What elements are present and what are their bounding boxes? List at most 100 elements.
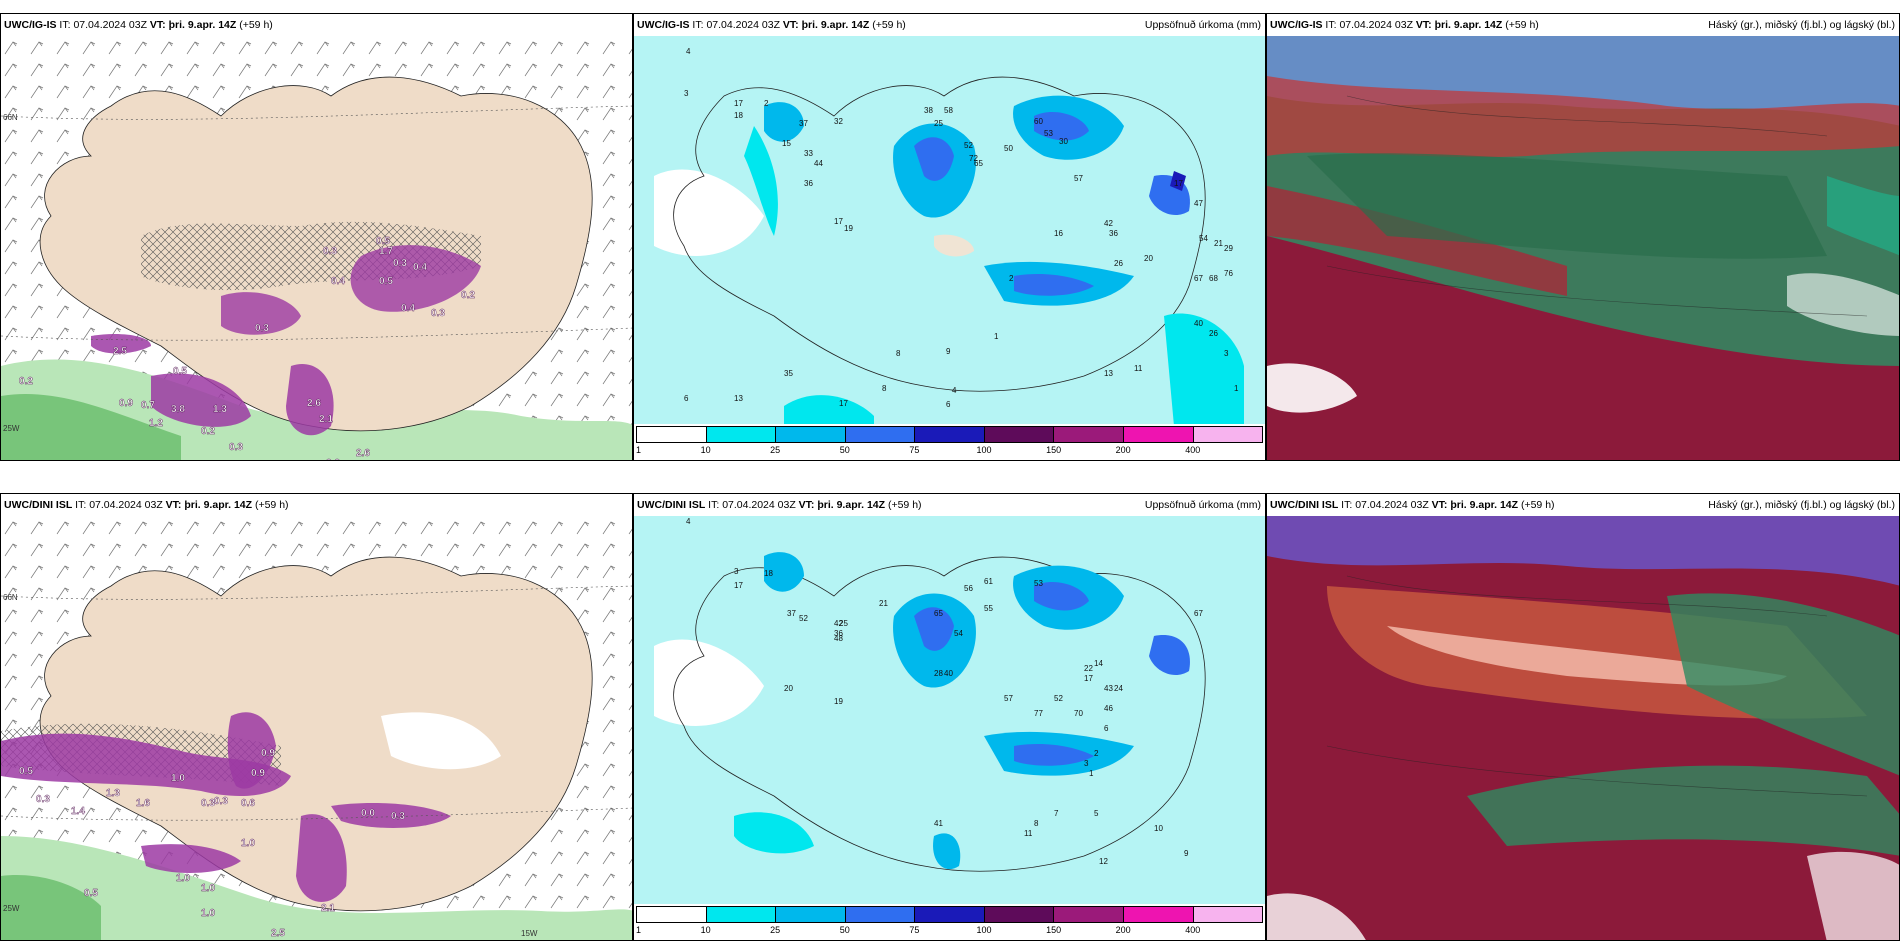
precip-value-label: 21 xyxy=(1214,239,1223,248)
precip-value-label: 1 xyxy=(1089,769,1094,778)
precip-value-label: 13 xyxy=(1104,369,1113,378)
lead-time: (+59 h) xyxy=(872,19,906,31)
precip-value-label: 17 xyxy=(734,581,743,590)
precip-map: 4 3 17 18 52 42 37 36 48 21 25 20 19 56 65 54 61 40 53 55 67… xyxy=(634,516,1265,940)
precip-svg: 4317185242373648212520195665546140535567… xyxy=(634,516,1265,906)
legend-tick: 400 xyxy=(1185,925,1201,935)
precip-value-label: 4 xyxy=(686,47,691,56)
snow-amount-label: 0.3 xyxy=(323,246,337,257)
precip-value-label: 76 xyxy=(1224,269,1233,278)
precip-legend: 1 10 25 50 75 100 150 200 400 xyxy=(634,904,1265,940)
cloud-svg xyxy=(1267,516,1899,940)
precip-value-label: 9 xyxy=(1184,849,1189,858)
precip-value-label: 40 xyxy=(1194,319,1203,328)
panel-header: UWC/IG-IS IT: 07.04.2024 03Z VT: þri. 9.… xyxy=(1,14,632,36)
precip-value-label: 17 xyxy=(1084,674,1093,683)
precip-value-label: 7 xyxy=(1054,809,1059,818)
snow-amount-label: 0.3 xyxy=(391,811,405,822)
precip-value-label: 15 xyxy=(782,139,791,148)
legend-swatch xyxy=(1054,427,1124,442)
legend-swatch xyxy=(915,427,985,442)
precip-value-label: 3 xyxy=(1084,759,1089,768)
snow-amount-label: 1.0 xyxy=(171,773,185,784)
it-value: 07.04.2024 03Z xyxy=(1355,499,1429,511)
snow-amount-label: 1.0 xyxy=(201,883,215,894)
lead-time: (+59 h) xyxy=(254,499,289,511)
legend-tick: 150 xyxy=(1046,445,1062,455)
precip-value-label: 61 xyxy=(984,577,993,586)
top-cloud-panel: UWC/IG-IS IT: 07.04.2024 03Z VT: þri. 9.… xyxy=(1266,13,1900,461)
precip-value-label: 46 xyxy=(1104,704,1113,713)
precip-value-label: 70 xyxy=(1074,709,1083,718)
precip-value-label: 77 xyxy=(1034,709,1043,718)
vt-value: þri. 9.apr. 14Z xyxy=(184,499,253,511)
panel-title: Uppsöfnuð úrkoma (mm) xyxy=(1144,499,1261,511)
legend-swatch xyxy=(637,427,707,442)
precip-value-label: 5 xyxy=(1094,809,1099,818)
precip-value-label: 30 xyxy=(1059,137,1068,146)
precip-legend: 1 10 25 50 75 100 150 200 400 xyxy=(634,424,1265,460)
precip-value-label: 8 xyxy=(882,384,887,393)
snow-amount-label: 0.5 xyxy=(84,888,98,899)
precip-value-label: 22 xyxy=(1084,664,1093,673)
bottom-cloud-panel: UWC/DINI ISL IT: 07.04.2024 03Z VT: þri.… xyxy=(1266,493,1900,941)
snow-amount-label: 0.3 xyxy=(201,798,215,809)
precip-value-label: 14 xyxy=(1094,659,1103,668)
lon-label: 25W xyxy=(3,424,20,433)
legend-tick: 75 xyxy=(909,925,920,935)
vt-value: þri. 9.apr. 14Z xyxy=(817,499,886,511)
vt-label: VT: xyxy=(782,19,799,31)
precip-value-label: 21 xyxy=(879,599,888,608)
lead-time: (+59 h) xyxy=(1520,499,1555,511)
top-row: UWC/IG-IS IT: 07.04.2024 03Z VT: þri. 9.… xyxy=(0,13,1900,463)
precip-map: 4 3 17 18 2 37 32 15 33 44 36 17 19 25 38 58 52 72 65 50 60 5… xyxy=(634,36,1265,460)
panel-header: UWC/DINI ISL IT: 07.04.2024 03Z VT: þri.… xyxy=(1267,494,1899,516)
precip-value-label: 47 xyxy=(1194,199,1203,208)
snow-amount-label: 2.6 xyxy=(307,398,321,409)
snow-amount-label: 0.3 xyxy=(36,794,50,805)
precip-value-label: 41 xyxy=(934,819,943,828)
precip-value-label: 52 xyxy=(1054,694,1063,703)
snow-amount-label: 3.8 xyxy=(171,404,185,415)
snow-amount-label: 0.9 xyxy=(261,748,275,759)
precip-value-label: 4 xyxy=(952,386,957,395)
precip-value-label: 60 xyxy=(1034,117,1043,126)
lead-time: (+59 h) xyxy=(239,19,273,31)
snow-amount-label: 2.1 xyxy=(319,414,333,425)
precip-value-label: 25 xyxy=(934,119,943,128)
panel-header: UWC/IG-IS IT: 07.04.2024 03Z VT: þri. 9.… xyxy=(634,14,1265,36)
snow-amount-label: 1.0 xyxy=(241,838,255,849)
precip-value-label: 36 xyxy=(804,179,813,188)
it-label: IT: xyxy=(708,499,720,511)
cloud-svg xyxy=(1267,36,1899,460)
high-cloud-area xyxy=(1307,153,1827,259)
panel-header: UWC/DINI ISL IT: 07.04.2024 03Z VT: þri.… xyxy=(1,494,632,516)
legend-tick: 1 xyxy=(636,925,642,935)
precip-value-label: 29 xyxy=(1224,244,1233,253)
vt-label: VT: xyxy=(1415,19,1432,31)
model-name: UWC/IG-IS xyxy=(1270,19,1323,31)
precip-value-label: 55 xyxy=(984,604,993,613)
model-name: UWC/DINI ISL xyxy=(637,499,706,511)
model-name: UWC/IG-IS xyxy=(637,19,690,31)
panel-title: Háský (gr.), miðský (fj.bl.) og lágský (… xyxy=(1708,19,1895,31)
precip-value-label: 28 xyxy=(934,669,943,678)
precip-value-label: 17 xyxy=(839,399,848,408)
precip-value-label: 38 xyxy=(924,106,933,115)
snow-amount-label: 0.3 xyxy=(214,796,228,807)
precip-value-label: 40 xyxy=(944,669,953,678)
legend-swatch xyxy=(845,427,916,442)
precip-value-label: 18 xyxy=(734,111,743,120)
precip-value-label: 35 xyxy=(784,369,793,378)
precip-value-label: 54 xyxy=(1199,234,1208,243)
legend-ticks: 1 10 25 50 75 100 150 200 400 xyxy=(636,445,1263,457)
precip-value-label: 42 xyxy=(834,619,843,628)
snow-area-east xyxy=(350,245,481,312)
iceland-outline xyxy=(673,76,1206,392)
snow-amount-label: 1.0 xyxy=(201,908,215,919)
lead-time: (+59 h) xyxy=(1505,19,1539,31)
snow-amount-label: 0.3 xyxy=(229,442,243,453)
lat-label: 66N xyxy=(3,593,18,602)
low-cloud-area xyxy=(1267,516,1899,586)
